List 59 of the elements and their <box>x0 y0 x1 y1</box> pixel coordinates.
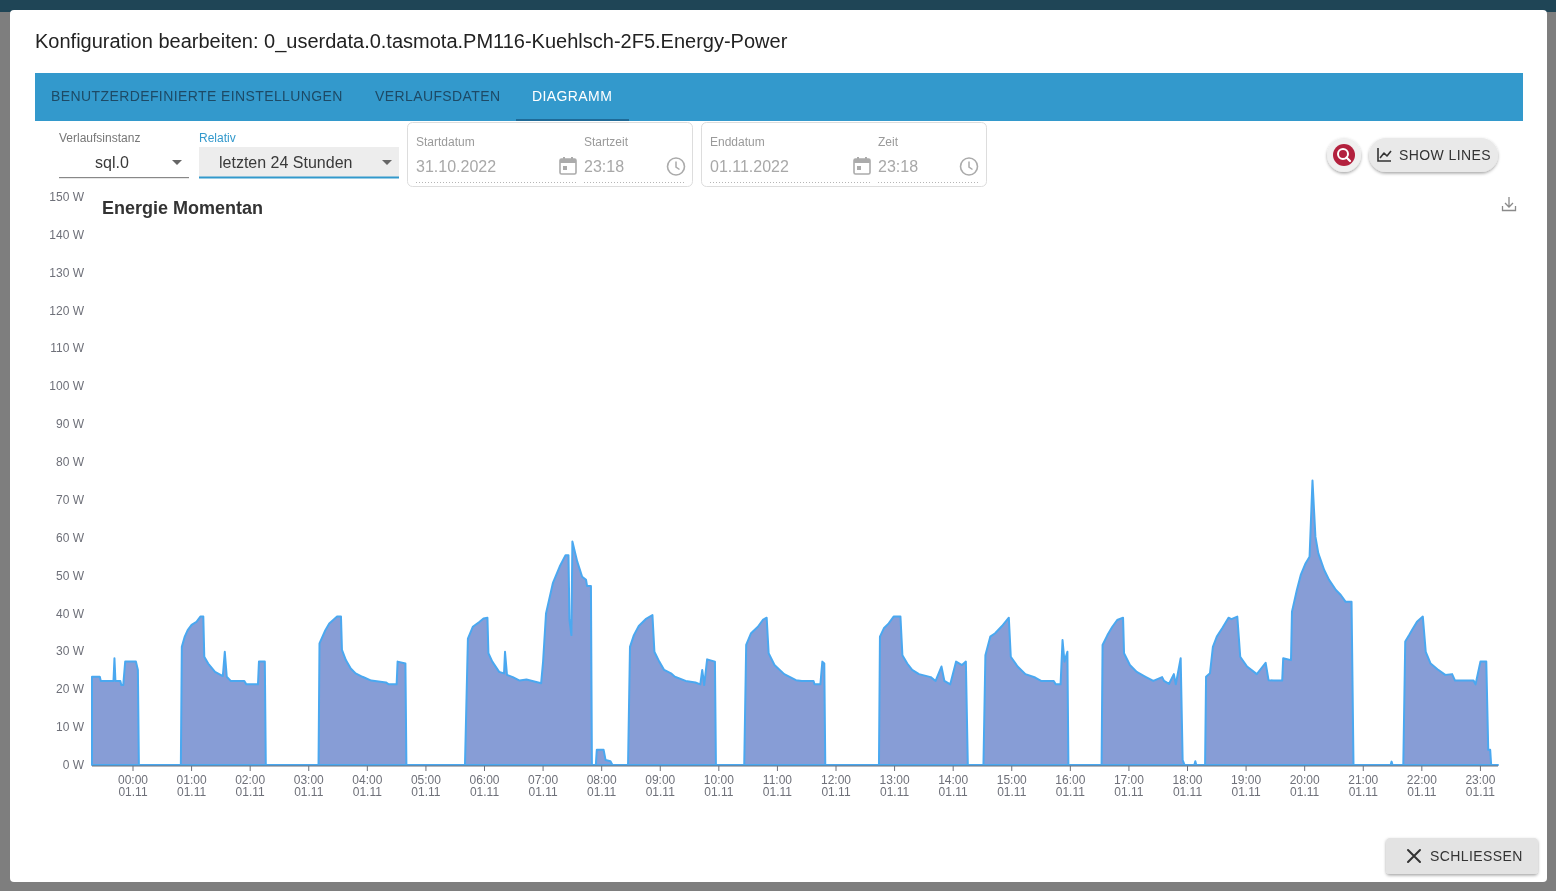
x-tick-label: 16:00 01.11 <box>1055 773 1086 799</box>
text: Zeit <box>878 135 899 149</box>
x-tick-label: 04:00 01.11 <box>352 773 383 799</box>
y-tick-label: 150 W <box>49 190 85 204</box>
x-tick-label: 06:00 01.11 <box>469 773 500 799</box>
x-tick-label: 09:00 01.11 <box>645 773 676 799</box>
y-tick-label: 100 W <box>49 379 85 394</box>
y-tick-label: 60 W <box>55 530 85 545</box>
text: Startdatum <box>416 135 475 149</box>
text: BENUTZERDEFINIERTE EINSTELLUNGEN <box>51 88 343 104</box>
x-tick-label: 07:00 01.11 <box>528 773 559 799</box>
y-tick-label: 30 W <box>55 644 85 659</box>
x-tick-label: 17:00 01.11 <box>1113 773 1145 799</box>
x-tick-label: 03:00 01.11 <box>293 773 325 799</box>
text: 23:18 <box>878 158 919 175</box>
text: Relativ <box>199 131 236 145</box>
x-tick-label: 19:00 01.11 <box>1231 773 1262 799</box>
y-tick-label: 10 W <box>55 720 85 735</box>
x-tick-label: 14:00 01.11 <box>938 773 969 799</box>
y-tick-label: 130 W <box>49 265 85 280</box>
y-tick-label: 40 W <box>55 606 85 621</box>
text: 01.11.2022 <box>710 158 789 175</box>
y-tick-label: 90 W <box>55 417 85 432</box>
text: Startzeit <box>584 135 629 149</box>
y-tick-label: 20 W <box>55 682 85 697</box>
text: Verlaufsinstanz <box>59 131 141 145</box>
text: SCHLIESSEN <box>1430 848 1523 864</box>
text: VERLAUFSDATEN <box>375 88 501 104</box>
x-tick-label: 18:00 01.11 <box>1172 773 1203 799</box>
text: letzten 24 Stunden <box>219 154 353 171</box>
x-tick-label: 12:00 01.11 <box>820 773 852 799</box>
x-tick-label: 21:00 01.11 <box>1348 773 1379 799</box>
y-tick-label: 0 W <box>62 758 85 772</box>
x-tick-label: 01:00 01.11 <box>176 773 207 799</box>
x-tick-label: 08:00 01.11 <box>586 773 618 799</box>
y-tick-label: 70 W <box>55 492 85 507</box>
y-tick-label: 140 W <box>49 227 85 242</box>
x-tick-label: 23:00 01.11 <box>1465 773 1496 799</box>
text: 31.10.2022 <box>416 158 497 175</box>
x-tick-label: 00:00 01.11 <box>117 773 149 799</box>
y-tick-label: 110 W <box>50 341 85 356</box>
x-tick-label: 15:00 01.11 <box>996 773 1028 799</box>
x-tick-label: 13:00 01.11 <box>879 773 910 799</box>
x-tick-label: 20:00 01.11 <box>1289 773 1321 799</box>
y-tick-label: 80 W <box>55 455 85 470</box>
text: Konfiguration bearbeiten: 0_userdata.0.tasmota.PM116-Kuehlsch-2F5.Energy-Power <box>35 30 788 53</box>
x-tick-label: 02:00 01.11 <box>235 773 266 799</box>
y-tick-label: 120 W <box>49 303 85 318</box>
x-tick-label: 11:00 01.11 <box>762 773 793 799</box>
text: sql.0 <box>95 154 129 171</box>
x-tick-label: 22:00 01.11 <box>1406 773 1438 799</box>
x-tick-label: 10:00 01.11 <box>703 773 735 799</box>
text: DIAGRAMM <box>532 88 613 104</box>
y-tick-label: 50 W <box>55 568 85 583</box>
chart-title: Energie Momentan <box>102 198 264 218</box>
text: SHOW LINES <box>1399 147 1491 163</box>
x-tick-label: 05:00 01.11 <box>410 773 442 799</box>
text: 23:18 <box>584 158 625 175</box>
text: Enddatum <box>710 135 765 149</box>
